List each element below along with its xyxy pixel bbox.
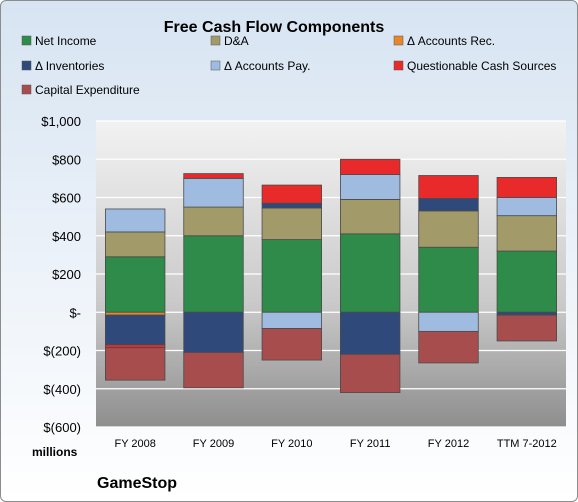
bar-segment bbox=[105, 344, 166, 349]
company-name: GameStop bbox=[97, 475, 177, 492]
y-tick-label: $(400) bbox=[43, 382, 81, 397]
bar-segment bbox=[418, 311, 479, 332]
bar-segment bbox=[418, 330, 479, 364]
legend-label: D&A bbox=[224, 34, 249, 48]
bar-segment bbox=[496, 215, 558, 252]
y-tick-label: $(600) bbox=[43, 420, 81, 435]
bar-segment bbox=[105, 347, 166, 381]
legend-label: Δ Accounts Rec. bbox=[407, 34, 495, 48]
x-tick-label: FY 2012 bbox=[428, 438, 469, 450]
y-tick-label: $400 bbox=[52, 229, 81, 244]
x-tick-label: FY 2010 bbox=[271, 438, 312, 450]
gridlines bbox=[96, 120, 566, 428]
legend-label: Capital Expenditure bbox=[35, 83, 140, 97]
bar-segment bbox=[261, 207, 323, 240]
bar-segment bbox=[339, 311, 401, 355]
bar-segment bbox=[496, 311, 558, 316]
legend-swatch bbox=[21, 35, 32, 46]
x-tick-label: FY 2011 bbox=[350, 438, 391, 450]
y-tick-label: $800 bbox=[52, 152, 81, 167]
legend-label: Δ Inventories bbox=[35, 59, 104, 73]
bar-segment bbox=[183, 173, 244, 179]
bar-segment bbox=[183, 352, 244, 389]
bar-segment bbox=[339, 199, 401, 235]
bar-segment bbox=[261, 311, 323, 329]
bar-segment bbox=[496, 314, 558, 342]
chart-title: Free Cash Flow Components bbox=[164, 19, 385, 36]
bar-segment bbox=[105, 231, 166, 258]
bar-segment bbox=[418, 246, 479, 313]
bar-segment bbox=[105, 208, 166, 233]
bar-segment bbox=[105, 311, 166, 316]
bar-segment bbox=[105, 256, 166, 313]
bar-segment bbox=[496, 197, 558, 217]
x-axis: FY 2008 FY 2009 FY 2010 FY 2011 FY 2012 TTM 7… bbox=[114, 438, 556, 450]
y-tick-label: $(200) bbox=[43, 344, 81, 359]
bar-segment bbox=[418, 198, 479, 212]
bar-segment bbox=[183, 311, 244, 353]
legend-swatch bbox=[210, 60, 221, 71]
x-tick-label: FY 2009 bbox=[193, 438, 234, 450]
unit-label: millions bbox=[32, 445, 78, 459]
y-tick-label: $600 bbox=[52, 191, 81, 206]
bar-segment bbox=[105, 314, 166, 346]
y-axis: $(600) $(400) $(200) $- $200 $400 $600 $800 $1,0… bbox=[41, 114, 81, 435]
legend-label: Net Income bbox=[35, 34, 97, 48]
bar-segment bbox=[339, 353, 401, 393]
bar-segment bbox=[496, 177, 558, 198]
bar-segment bbox=[496, 250, 558, 313]
bar-segment bbox=[261, 239, 323, 313]
x-tick-label: FY 2008 bbox=[114, 438, 155, 450]
legend-swatch bbox=[210, 35, 221, 46]
bar-segment bbox=[261, 202, 323, 209]
bars bbox=[105, 158, 558, 393]
legend-swatch bbox=[393, 60, 404, 71]
y-tick-label: $1,000 bbox=[41, 114, 81, 129]
y-tick-label: $- bbox=[69, 305, 81, 320]
bar-segment bbox=[183, 235, 244, 313]
legend-swatch bbox=[21, 60, 32, 71]
legend-swatch bbox=[393, 35, 404, 46]
bar-segment bbox=[183, 206, 244, 237]
bar-segment bbox=[339, 233, 401, 313]
bar-segment bbox=[183, 177, 244, 208]
bar-segment bbox=[339, 158, 401, 175]
legend-label: Δ Accounts Pay. bbox=[224, 59, 311, 73]
legend: Net Income D&A Δ Accounts Rec. Δ Inventorie… bbox=[21, 34, 556, 97]
bar-segment bbox=[339, 174, 401, 200]
bar-segment bbox=[418, 210, 479, 248]
x-tick-label: TTM 7-2012 bbox=[497, 438, 557, 450]
bar-segment bbox=[418, 175, 479, 199]
bar-segment bbox=[261, 328, 323, 361]
bar-segment bbox=[261, 184, 323, 204]
y-tick-label: $200 bbox=[52, 267, 81, 282]
legend-swatch bbox=[21, 84, 32, 95]
legend-label: Questionable Cash Sources bbox=[407, 59, 556, 73]
